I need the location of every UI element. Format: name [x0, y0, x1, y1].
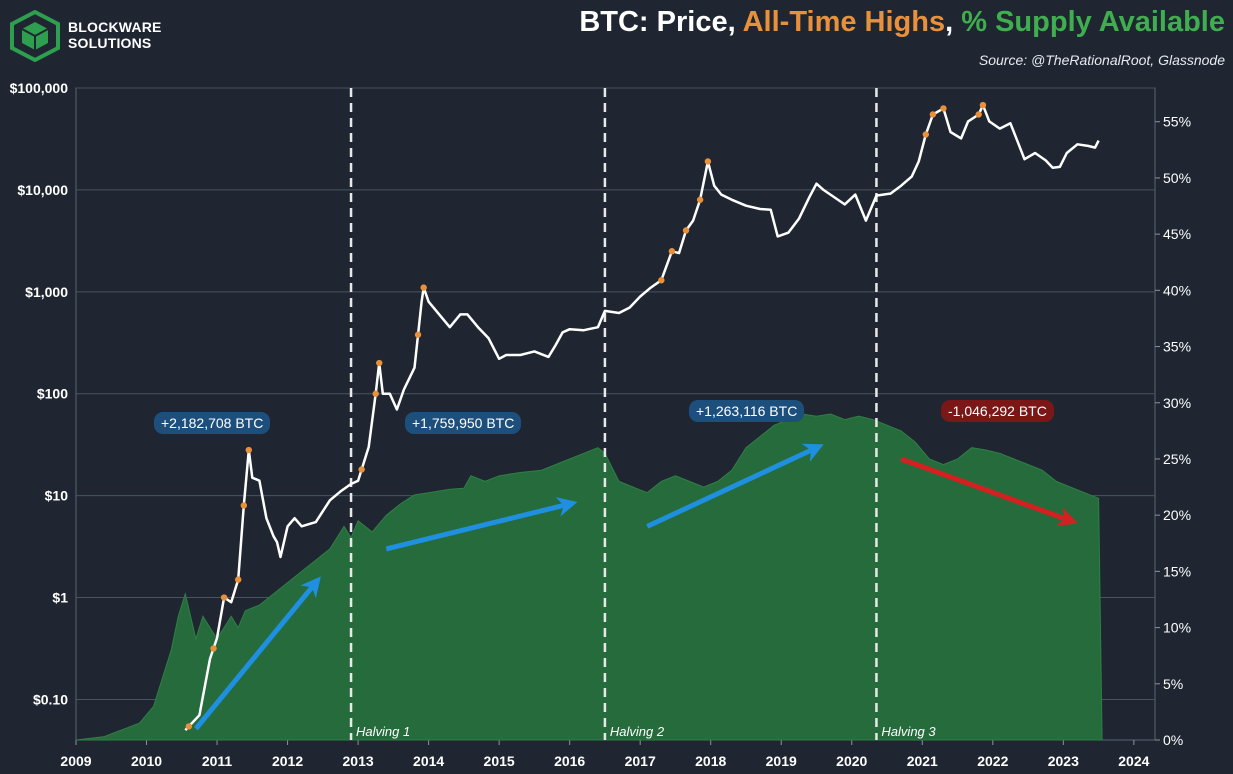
brand-line-1: BLOCKWARE	[68, 19, 162, 35]
y-right-tick-label: 10%	[1163, 620, 1191, 636]
ath-marker	[372, 390, 379, 397]
blockware-logo-icon	[10, 9, 60, 63]
ath-marker	[922, 131, 930, 138]
ath-marker	[420, 284, 427, 291]
trend-arrow	[900, 456, 1078, 527]
ath-marker	[240, 502, 248, 509]
y-left-tick-label: $10,000	[17, 182, 68, 198]
ath-marker	[358, 466, 365, 473]
x-tick-label: 2010	[131, 753, 162, 769]
y-right-tick-label: 20%	[1163, 507, 1191, 523]
chart-source: Source: @TheRationalRoot, Glassnode	[978, 52, 1225, 68]
ath-marker	[220, 594, 228, 601]
ath-marker	[658, 277, 665, 284]
title-part-price: BTC: Price,	[579, 6, 743, 38]
ath-marker	[975, 111, 982, 118]
callout-cycle-2: +1,759,950 BTC	[405, 412, 522, 434]
brand-logo: BLOCKWARE SOLUTIONS	[8, 9, 168, 63]
x-tick-label: 2015	[484, 753, 515, 769]
y-left-tick-label: $1	[52, 590, 68, 606]
callout-cycle-1: +2,182,708 BTC	[154, 412, 271, 434]
ath-marker	[210, 645, 217, 652]
brand-name: BLOCKWARE SOLUTIONS	[68, 19, 162, 51]
ath-marker	[235, 576, 242, 583]
x-tick-label: 2014	[413, 753, 444, 769]
halving-label: Halving 3	[881, 724, 936, 739]
y-right-tick-label: 30%	[1163, 395, 1191, 411]
x-tick-label: 2017	[625, 753, 656, 769]
x-tick-label: 2019	[766, 753, 797, 769]
ath-marker	[929, 111, 937, 118]
title-part-ath: All-Time Highs	[742, 6, 946, 38]
x-tick-label: 2018	[695, 753, 726, 769]
callout-cycle-3: +1,263,116 BTC	[689, 400, 805, 422]
y-left-tick-label: $10	[45, 488, 69, 504]
y-right-tick-label: 5%	[1163, 676, 1183, 692]
supply-area	[75, 413, 1103, 741]
ath-marker	[668, 248, 676, 255]
x-tick-label: 2016	[554, 753, 585, 769]
ath-marker	[245, 446, 252, 454]
y-right-tick-label: 35%	[1163, 339, 1191, 355]
ath-marker	[414, 331, 422, 338]
x-tick-label: 2020	[836, 753, 867, 769]
y-right-tick-label: 25%	[1163, 451, 1191, 467]
price-line	[184, 103, 1100, 731]
y-right-tick-label: 15%	[1163, 563, 1191, 579]
x-tick-label: 2024	[1118, 753, 1149, 769]
ath-marker	[940, 105, 947, 112]
y-right-tick-label: 50%	[1163, 170, 1191, 186]
x-tick-label: 2012	[272, 753, 303, 769]
x-tick-label: 2021	[907, 753, 938, 769]
y-left-tick-label: $0.10	[33, 691, 68, 707]
x-tick-label: 2009	[60, 753, 91, 769]
x-tick-label: 2011	[202, 753, 233, 769]
x-tick-label: 2013	[343, 753, 374, 769]
chart-title: BTC: Price, All-Time Highs, % Supply Ava…	[579, 6, 1225, 39]
title-part-supply: % Supply Available	[961, 6, 1225, 38]
y-left-tick-label: $1,000	[25, 284, 68, 300]
y-right-tick-label: 40%	[1163, 282, 1191, 298]
trend-arrow	[646, 443, 824, 529]
ath-marker	[696, 196, 704, 203]
ath-marker	[979, 101, 987, 109]
halving-label: Halving 2	[610, 724, 665, 739]
ath-marker	[376, 359, 383, 367]
trend-arrow	[193, 576, 321, 731]
halving-label: Halving 1	[356, 724, 410, 739]
x-tick-label: 2022	[977, 753, 1008, 769]
brand-line-2: SOLUTIONS	[68, 35, 152, 51]
x-tick-label: 2023	[1048, 753, 1079, 769]
callout-cycle-4: -1,046,292 BTC	[941, 400, 1054, 422]
ath-marker	[682, 227, 690, 234]
ath-marker	[704, 158, 712, 165]
y-right-tick-label: 55%	[1163, 114, 1191, 130]
y-right-tick-label: 0%	[1163, 732, 1183, 748]
y-right-tick-label: 45%	[1163, 226, 1191, 242]
ath-marker	[185, 723, 193, 730]
y-left-tick-label: $100	[37, 386, 68, 402]
title-part-sep: ,	[945, 6, 962, 38]
trend-arrow	[385, 497, 578, 552]
y-left-tick-label: $100,000	[10, 80, 69, 96]
